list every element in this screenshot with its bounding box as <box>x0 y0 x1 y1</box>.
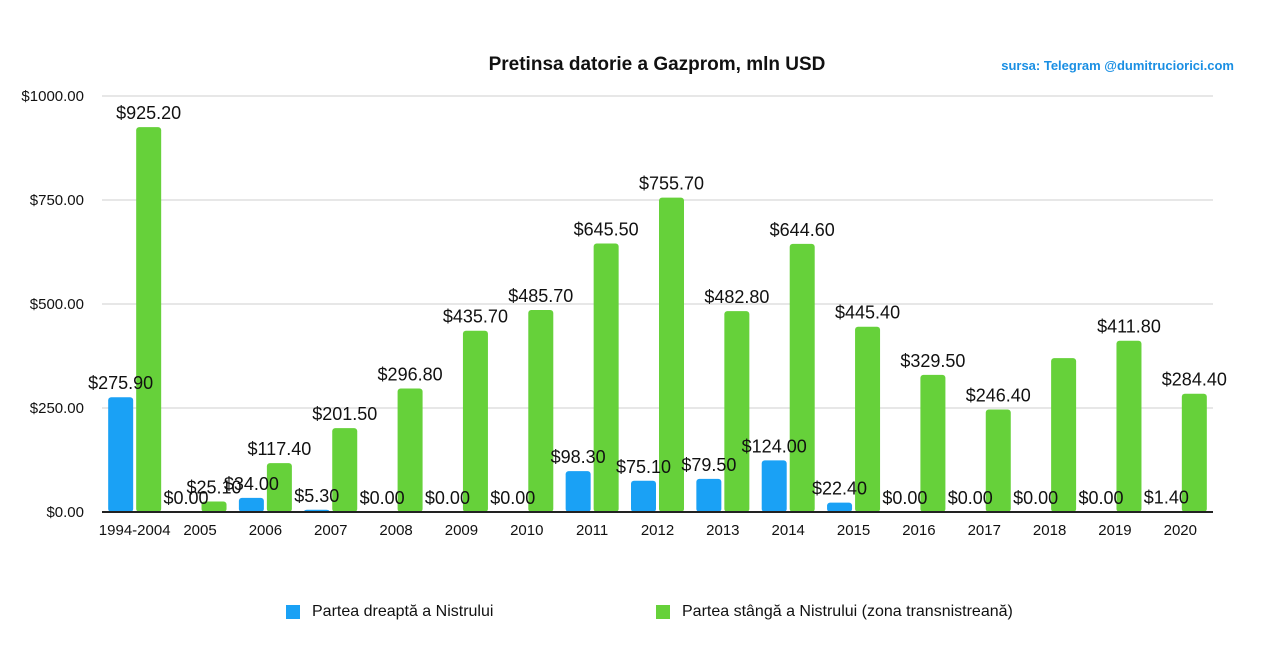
x-tick-label: 2010 <box>510 522 543 539</box>
bar-left-bank <box>985 409 1011 512</box>
data-label-left-bank: $485.70 <box>508 286 573 306</box>
bar-left-bank <box>1181 393 1207 512</box>
data-label-right-bank: $34.00 <box>224 474 279 494</box>
x-tick-label: 2007 <box>314 522 347 539</box>
bar-left-bank <box>789 243 815 512</box>
data-label-right-bank: $79.50 <box>681 455 736 475</box>
data-label-right-bank: $98.30 <box>551 447 606 467</box>
bar-left-bank <box>528 309 554 512</box>
bar-right-bank <box>108 397 134 512</box>
bar-left-bank <box>266 463 292 512</box>
x-tick-label: 2005 <box>183 522 216 539</box>
bar-right-bank <box>565 471 591 512</box>
x-tick-label: 2016 <box>902 522 935 539</box>
data-label-right-bank: $1.40 <box>1144 487 1189 507</box>
legend-swatch-green <box>656 605 670 619</box>
data-label-left-bank: $755.70 <box>639 174 704 194</box>
data-label-right-bank: $22.40 <box>812 479 867 499</box>
data-label-right-bank: $0.00 <box>360 488 405 508</box>
y-tick-label: $250.00 <box>30 400 84 417</box>
legend-item-right-bank: Partea dreaptă a Nistrului <box>286 603 493 621</box>
bar-chart: $0.00 $250.00 $500.00 $750.00 $1000.00 1994-2… <box>21 88 1227 539</box>
data-label-right-bank: $0.00 <box>1013 488 1058 508</box>
x-tick-label: 2011 <box>576 522 608 539</box>
y-tick-label: $0.00 <box>46 504 84 521</box>
data-label-right-bank: $275.90 <box>88 373 153 393</box>
data-label-right-bank: $0.00 <box>164 488 209 508</box>
data-label-left-bank: $201.50 <box>312 404 377 424</box>
y-tick-label: $1000.00 <box>21 88 84 105</box>
data-label-right-bank: $124.00 <box>742 436 807 456</box>
data-label-left-bank: $445.40 <box>835 303 900 323</box>
legend-swatch-blue <box>286 605 300 619</box>
data-label-left-bank: $329.50 <box>900 351 965 371</box>
x-tick-label: 2015 <box>837 522 870 539</box>
x-tick-label: 1994-2004 <box>99 522 171 539</box>
data-label-left-bank: $284.40 <box>1162 370 1227 390</box>
data-label-left-bank: $117.40 <box>248 439 312 459</box>
x-tick-label: 2008 <box>379 522 412 539</box>
bar-left-bank <box>397 388 423 512</box>
data-label-left-bank: $482.80 <box>704 287 769 307</box>
source-note[interactable]: sursa: Telegram @dumitruciorici.com <box>1001 58 1234 73</box>
data-label-left-bank: $645.50 <box>574 219 639 239</box>
bar-right-bank <box>631 480 656 512</box>
bar-left-bank <box>724 311 750 512</box>
x-tick-label: 2013 <box>706 522 739 539</box>
data-label-right-bank: $0.00 <box>882 488 927 508</box>
x-tick-label: 2006 <box>249 522 282 539</box>
bar-left-bank <box>1116 340 1142 512</box>
legend-item-left-bank: Partea stângă a Nistrului (zona transnis… <box>656 603 1013 621</box>
x-tick-label: 2014 <box>772 522 805 539</box>
x-tick-label: 2018 <box>1033 522 1066 539</box>
x-tick-label: 2017 <box>968 522 1001 539</box>
data-label-left-bank: $925.20 <box>116 103 181 123</box>
data-label-right-bank: $0.00 <box>1078 488 1123 508</box>
x-tick-label: 2012 <box>641 522 674 539</box>
bar-left-bank <box>1051 358 1077 512</box>
data-label-right-bank: $5.30 <box>294 486 339 506</box>
y-tick-label: $750.00 <box>30 192 84 209</box>
bar-right-bank <box>238 497 264 512</box>
bar-left-bank <box>136 127 162 513</box>
data-label-right-bank: $0.00 <box>948 488 993 508</box>
bar-left-bank <box>920 374 946 512</box>
x-tick-label: 2009 <box>445 522 478 539</box>
data-label-left-bank: $644.60 <box>770 220 835 240</box>
bar-left-bank <box>462 330 488 512</box>
x-tick-label: 2019 <box>1098 522 1131 539</box>
bar-right-bank <box>696 478 722 512</box>
y-tick-label: $500.00 <box>30 296 84 313</box>
data-label-right-bank: $0.00 <box>425 488 470 508</box>
data-label-right-bank: $75.10 <box>616 457 671 477</box>
bar-left-bank <box>855 326 881 512</box>
x-tick-label: 2020 <box>1164 522 1197 539</box>
chart-title: Pretinsa datorie a Gazprom, mln USD <box>488 54 826 75</box>
data-label-left-bank: $435.70 <box>443 307 508 327</box>
data-label-left-bank: $246.40 <box>966 385 1031 405</box>
bar-right-bank <box>827 502 853 512</box>
bar-left-bank <box>659 197 684 513</box>
data-label-left-bank: $296.80 <box>378 365 443 385</box>
bar-left-bank <box>332 428 358 512</box>
legend-label-right-bank: Partea dreaptă a Nistrului <box>312 603 494 620</box>
legend-label-left-bank: Partea stângă a Nistrului (zona transnis… <box>682 603 1013 620</box>
data-label-right-bank: $0.00 <box>490 488 535 508</box>
data-label-left-bank: $411.80 <box>1097 317 1161 337</box>
bar-left-bank <box>593 243 619 513</box>
data-label-left-bank: $25.10 <box>186 478 241 498</box>
bar-right-bank <box>761 460 787 512</box>
bar-left-bank <box>201 501 227 512</box>
